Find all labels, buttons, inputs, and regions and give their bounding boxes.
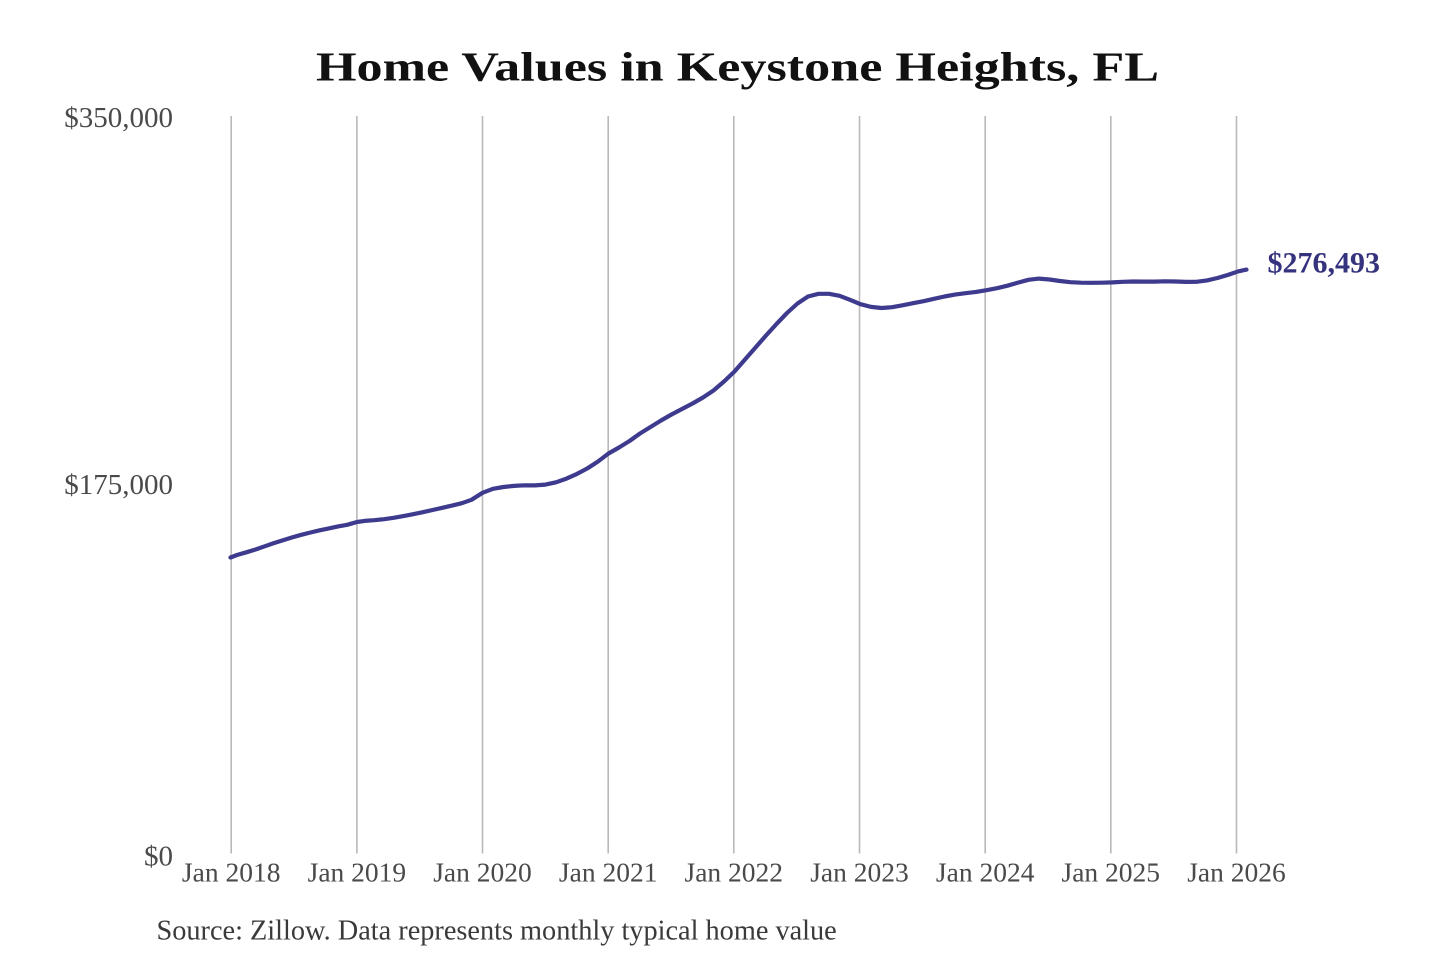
svg-text:Jan 2026: Jan 2026 — [1187, 857, 1286, 888]
svg-text:$276,493: $276,493 — [1268, 247, 1381, 280]
svg-text:Jan 2024: Jan 2024 — [936, 857, 1035, 888]
svg-text:$350,000: $350,000 — [64, 102, 173, 134]
svg-text:Jan 2023: Jan 2023 — [810, 857, 909, 888]
svg-text:Jan 2020: Jan 2020 — [433, 857, 532, 888]
svg-text:Jan 2025: Jan 2025 — [1062, 857, 1161, 888]
svg-text:Source: Zillow. Data represent: Source: Zillow. Data represents monthly … — [157, 916, 837, 947]
svg-text:Home Values in Keystone Height: Home Values in Keystone Heights, FL — [316, 44, 1159, 90]
svg-text:Jan 2022: Jan 2022 — [685, 857, 784, 888]
svg-text:$0: $0 — [144, 841, 173, 873]
svg-text:Jan 2021: Jan 2021 — [559, 857, 658, 888]
svg-text:$175,000: $175,000 — [64, 469, 173, 501]
svg-text:Jan 2019: Jan 2019 — [308, 857, 407, 888]
svg-text:Jan 2018: Jan 2018 — [182, 857, 281, 888]
